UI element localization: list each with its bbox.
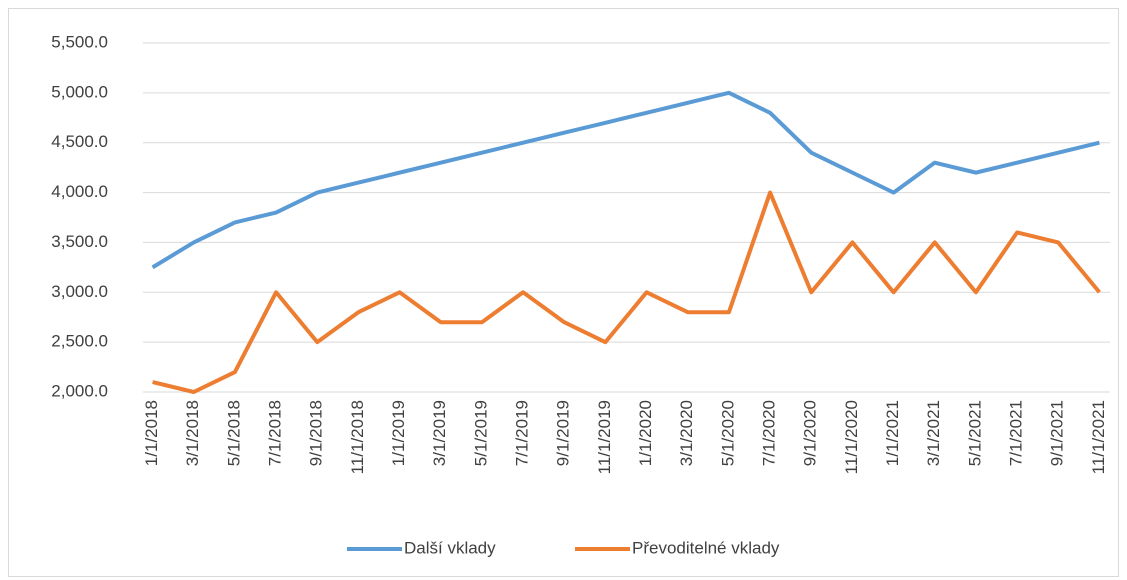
x-tick-label: 5/1/2018 [224, 400, 243, 466]
x-tick-label: 3/1/2018 [183, 400, 202, 466]
x-tick-label: 9/1/2019 [554, 400, 573, 466]
x-tick-label: 7/1/2020 [760, 400, 779, 466]
x-tick-label: 3/1/2019 [430, 400, 449, 466]
y-tick-label: 5,500.0 [51, 32, 108, 51]
x-tick-label: 5/1/2019 [471, 400, 490, 466]
x-tick-label: 7/1/2018 [266, 400, 285, 466]
x-tick-label: 3/1/2020 [677, 400, 696, 466]
x-tick-label: 11/1/2020 [842, 400, 861, 474]
x-tick-label: 1/1/2020 [636, 400, 655, 466]
x-tick-label: 3/1/2021 [924, 400, 943, 466]
y-tick-label: 4,000.0 [51, 182, 108, 201]
x-tick-label: 11/1/2019 [595, 400, 614, 474]
x-tick-label: 5/1/2020 [718, 400, 737, 466]
series-line [152, 190, 1101, 394]
x-tick-label: 1/1/2018 [142, 400, 161, 466]
x-tick-label: 1/1/2021 [883, 400, 902, 466]
x-tick-label: 9/1/2018 [307, 400, 326, 466]
x-tick-label: 5/1/2021 [965, 400, 984, 466]
legend-label: Další vklady [404, 538, 496, 557]
y-tick-label: 3,000.0 [51, 282, 108, 301]
series-line [151, 90, 1100, 270]
x-tick-label: 9/1/2020 [801, 400, 820, 466]
legend-label: Převoditelné vklady [632, 538, 780, 557]
y-tick-label: 5,000.0 [51, 82, 108, 101]
x-tick-label: 11/1/2021 [1089, 400, 1108, 474]
y-tick-label: 2,000.0 [51, 381, 108, 400]
x-tick-label: 7/1/2021 [1007, 400, 1026, 466]
x-tick-label: 7/1/2019 [513, 400, 532, 466]
x-tick-label: 1/1/2019 [389, 400, 408, 466]
y-tick-label: 4,500.0 [51, 132, 108, 151]
x-tick-label: 11/1/2018 [348, 400, 367, 474]
y-tick-label: 2,500.0 [51, 332, 108, 351]
y-tick-label: 3,500.0 [51, 232, 108, 251]
x-tick-label: 9/1/2021 [1048, 400, 1067, 466]
